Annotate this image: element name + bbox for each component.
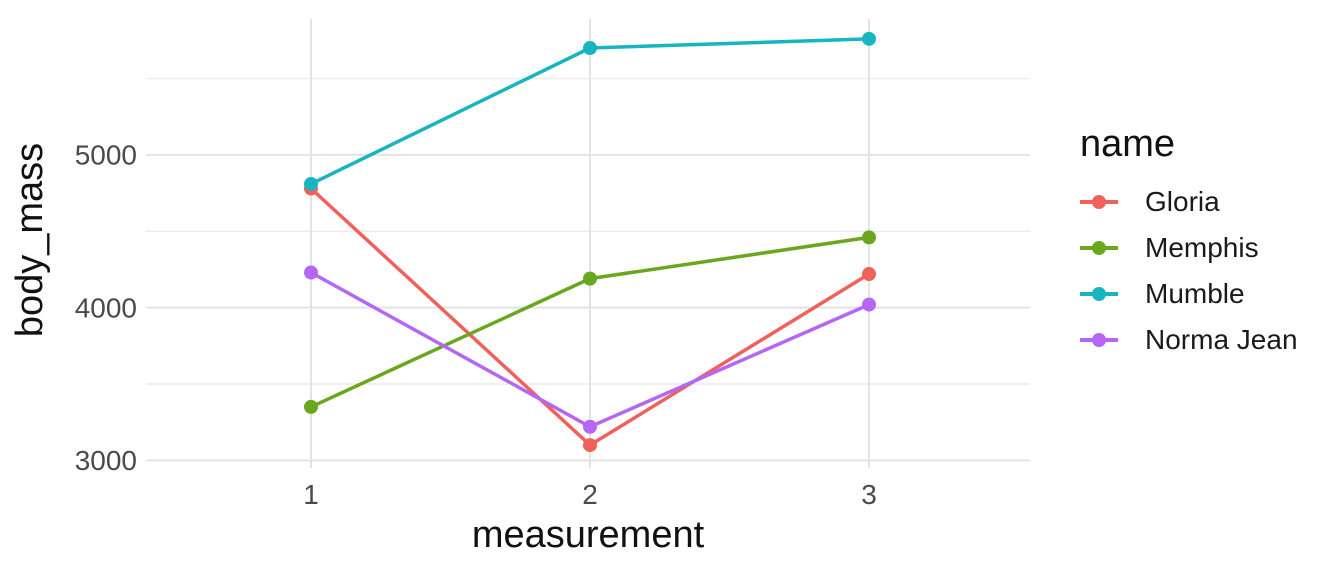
legend-key-icon [1080,286,1118,302]
legend-key-icon [1080,332,1118,348]
data-point-memphis-3 [862,230,876,245]
legend-title: name [1080,123,1176,165]
x-tick-label-3: 3 [861,479,877,510]
legend-label: Norma Jean [1145,324,1298,355]
data-point-gloria-3 [862,267,876,282]
data-point-norma-jean-2 [583,419,597,434]
data-point-memphis-1 [304,399,318,414]
data-point-mumble-2 [583,41,597,56]
x-tick-label-2: 2 [582,479,598,510]
data-point-mumble-3 [862,31,876,46]
data-point-norma-jean-3 [862,297,876,312]
legend-label: Memphis [1145,232,1259,263]
legend-entry-gloria: Gloria [1080,179,1298,225]
y-tick-label-3000: 3000 [75,445,137,476]
y-tick-label-5000: 5000 [75,140,137,171]
data-point-mumble-1 [304,176,318,191]
legend-entry-memphis: Memphis [1080,225,1298,271]
legend-key-icon [1080,194,1118,210]
legend-entries: Gloria Memphis Mumble Norma Jean [1080,179,1298,363]
legend-entry-mumble: Mumble [1080,271,1298,317]
data-point-gloria-2 [583,438,597,453]
legend-key-icon [1080,240,1118,256]
legend-entry-norma-jean: Norma Jean [1080,317,1298,363]
legend-label: Mumble [1145,278,1245,309]
legend: name Gloria Memphis Mumble Norma Jean [1080,122,1298,363]
y-axis-title: body_mass [9,142,52,338]
data-point-memphis-2 [583,271,597,286]
x-tick-label-1: 1 [303,479,319,510]
legend-label: Gloria [1145,186,1220,217]
x-axis-title: measurement [471,514,705,556]
y-tick-label-4000: 4000 [75,292,137,323]
data-point-norma-jean-1 [304,265,318,280]
